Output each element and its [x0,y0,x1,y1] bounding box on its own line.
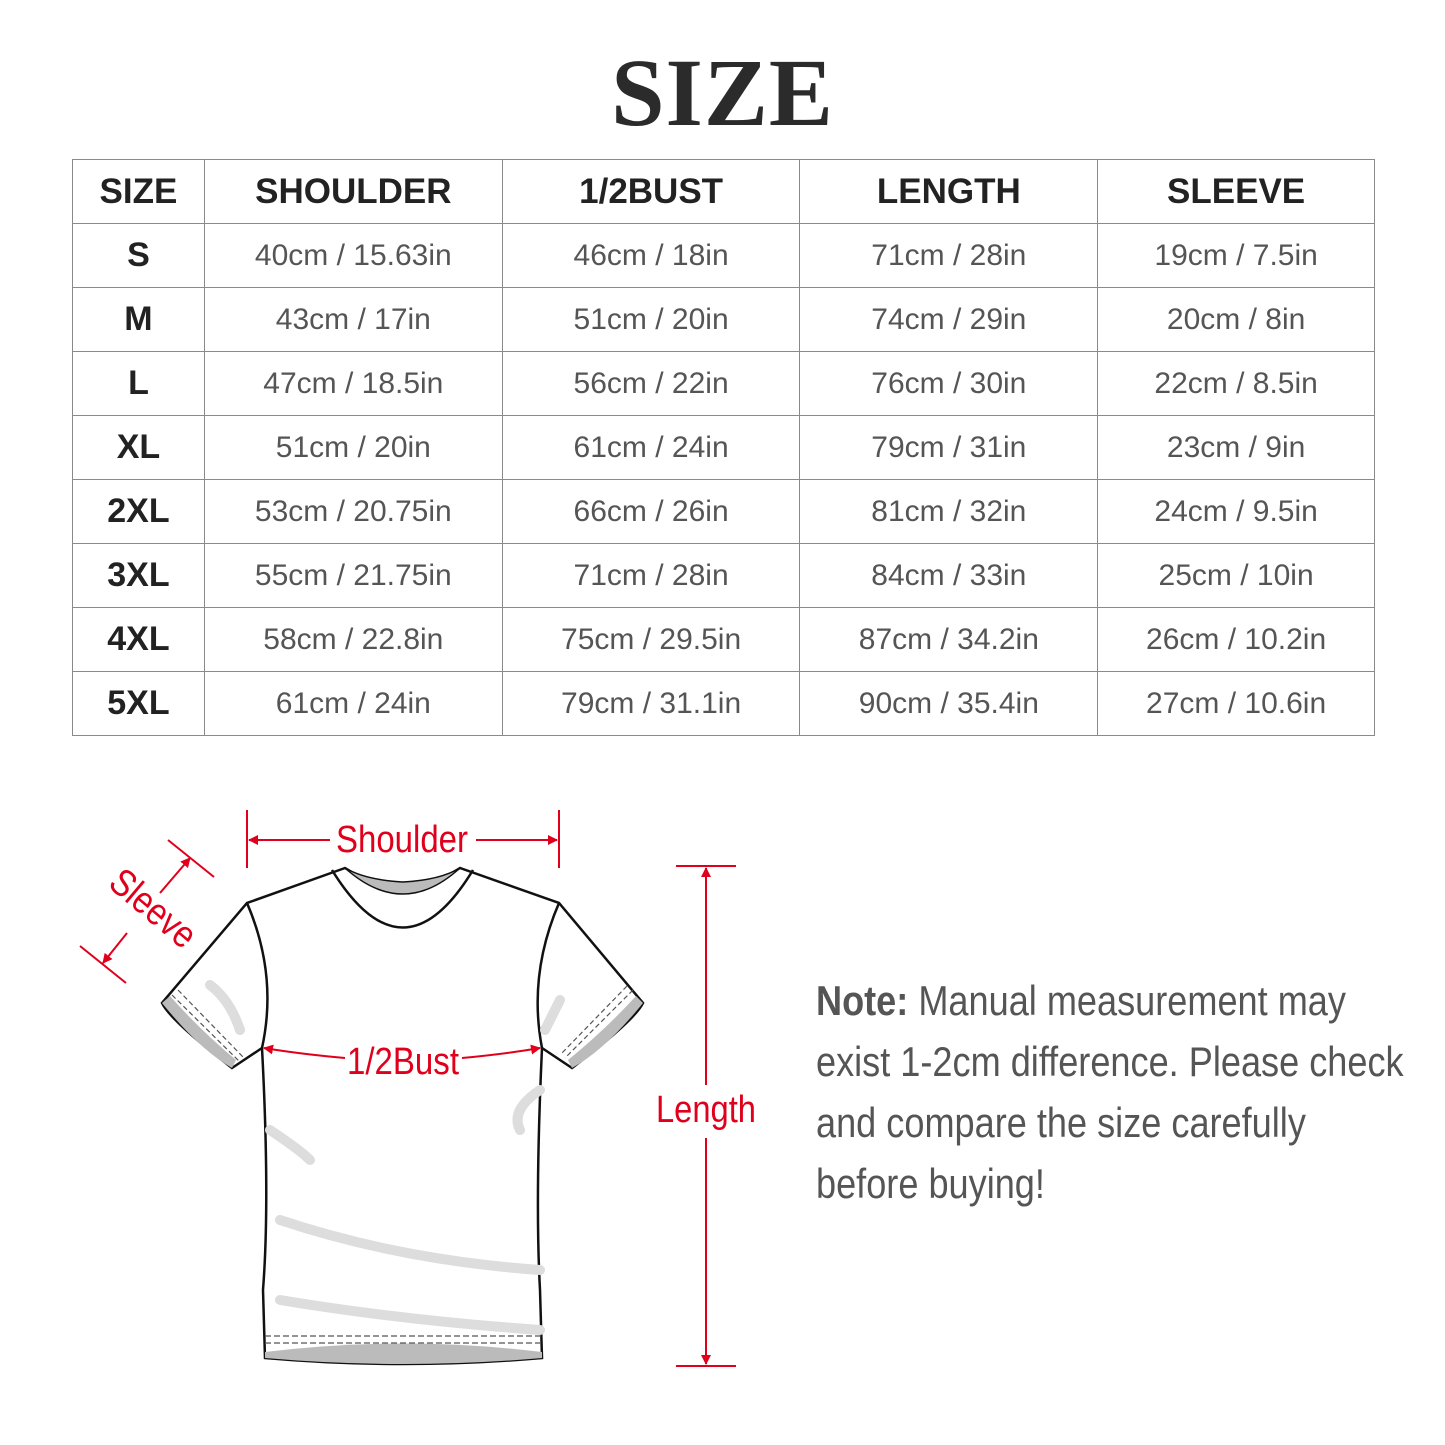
measurement-cell: 79cm / 31in [799,415,1099,480]
table-row: M 43cm / 17in 51cm / 20in 74cm / 29in 20cm /… [72,287,1375,352]
measurement-cell: 55cm / 21.75in [203,543,503,608]
sleeve-arrow-down [102,932,128,964]
measurement-cell: 53cm / 20.75in [203,479,503,544]
size-cell: L [72,351,205,416]
measurement-cell: 22cm / 8.5in [1097,351,1375,416]
measurement-cell: 90cm / 35.4in [799,671,1099,736]
size-cell: 5XL [72,671,205,736]
size-cell: 3XL [72,543,205,608]
column-header-size: SIZE [72,159,205,224]
measurement-cell: 43cm / 17in [203,287,503,352]
measurement-cell: 51cm / 20in [501,287,801,352]
measurement-cell: 51cm / 20in [203,415,503,480]
table-row: XL 51cm / 20in 61cm / 24in 79cm / 31in 23cm … [72,415,1375,480]
measurement-cell: 61cm / 24in [203,671,503,736]
measurement-cell: 58cm / 22.8in [203,607,503,672]
table-row: S 40cm / 15.63in 46cm / 18in 71cm / 28in 19c… [72,223,1375,288]
size-cell: 2XL [72,479,205,544]
table-row: L 47cm / 18.5in 56cm / 22in 76cm / 30in 22cm… [72,351,1375,416]
size-table: SIZE SHOULDER 1/2BUST LENGTH SLEEVE S 40cm / … [72,159,1375,736]
measurement-cell: 81cm / 32in [799,479,1099,544]
measurement-cell: 75cm / 29.5in [501,607,801,672]
measurement-cell: 26cm / 10.2in [1097,607,1375,672]
sleeve-tick-bottom [79,945,127,984]
measurement-cell: 71cm / 28in [501,543,801,608]
measurement-cell: 19cm / 7.5in [1097,223,1375,288]
measurement-cell: 25cm / 10in [1097,543,1375,608]
measurement-cell: 74cm / 29in [799,287,1099,352]
size-cell: 4XL [72,607,205,672]
bust-label: 1/2Bust [347,1041,459,1083]
measurement-cell: 66cm / 26in [501,479,801,544]
measurement-cell: 47cm / 18.5in [203,351,503,416]
sleeve-tick-top [167,839,215,878]
sleeve-arrow-up [159,857,191,894]
bust-arrow-right [461,1044,541,1059]
measurement-cell: 24cm / 9.5in [1097,479,1375,544]
column-header-sleeve: SLEEVE [1097,159,1375,224]
column-header-12bust: 1/2BUST [501,159,801,224]
measurement-cell: 76cm / 30in [799,351,1099,416]
table-row: 2XL 53cm / 20.75in 66cm / 26in 81cm / 32in 2… [72,479,1375,544]
note-label: Note: [816,977,909,1024]
bust-arrow-left [263,1044,346,1059]
size-cell: S [72,223,205,288]
table-row: 5XL 61cm / 24in 79cm / 31.1in 90cm / 35.4in… [72,671,1375,736]
measurement-cell: 61cm / 24in [501,415,801,480]
sleeve-label: Sleeve [101,861,205,957]
t-shirt-icon [160,866,645,1366]
measurement-cell: 46cm / 18in [501,223,801,288]
note-text: Manual measurement may exist 1-2cm diffe… [816,977,1404,1207]
measurement-cell: 20cm / 8in [1097,287,1375,352]
measurement-cell: 79cm / 31.1in [501,671,801,736]
column-header-length: LENGTH [799,159,1099,224]
note: Note: Manual measurement may exist 1-2cm… [816,970,1418,1214]
measurement-cell: 23cm / 9in [1097,415,1375,480]
measurement-cell: 56cm / 22in [501,351,801,416]
measurement-cell: 27cm / 10.6in [1097,671,1375,736]
page-title: SIZE [611,39,834,146]
shoulder-label: Shoulder [336,819,468,861]
table-row: 3XL 55cm / 21.75in 71cm / 28in 84cm / 33in 2… [72,543,1375,608]
measurement-cell: 84cm / 33in [799,543,1099,608]
length-label: Length [656,1089,756,1131]
size-cell: M [72,287,205,352]
table-header-row: SIZE SHOULDER 1/2BUST LENGTH SLEEVE [72,159,1375,224]
measurement-cell: 40cm / 15.63in [203,223,503,288]
